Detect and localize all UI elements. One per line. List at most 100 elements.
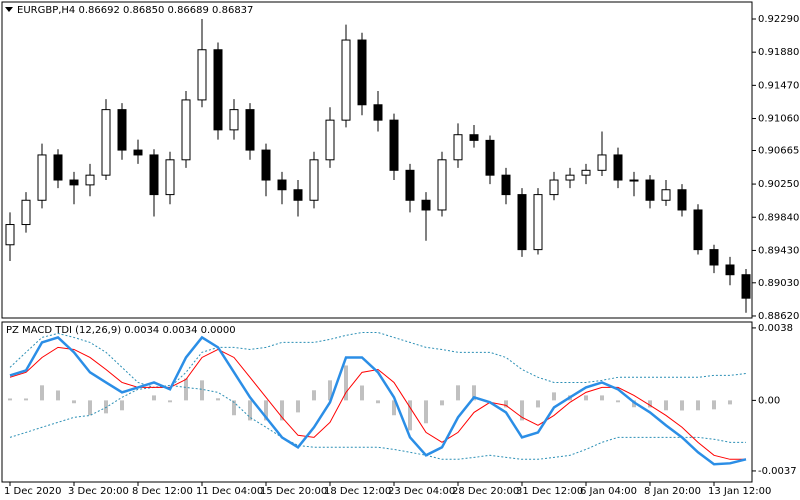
histogram-bar [440,400,444,406]
indicator-line [9,346,746,460]
x-tick-label: 11 Dec 04:00 [196,486,263,497]
menu-arrow[interactable] [5,7,13,12]
candle-body [597,154,607,171]
histogram-bar [216,398,220,401]
histogram-bar [344,365,348,401]
histogram-bar [88,400,92,416]
histogram-bar [712,400,716,410]
x-tick-label: 3 Dec 20:00 [68,486,129,497]
histogram-bar [680,400,684,411]
x-tick-label: 8 Dec 12:00 [132,486,193,497]
candle-body [293,189,303,201]
candle-body [165,159,175,196]
band-line [9,384,746,460]
indicator-title: PZ MACD TDI (12,26,9) 0.0034 0.0034 0.00… [6,325,236,336]
candle-body [389,119,399,171]
histogram-bar [200,380,204,401]
candle-body [245,109,255,151]
histogram-bar [184,378,188,401]
candle-body [645,179,655,201]
candle-body [357,39,367,106]
x-tick-label: 1 Dec 2020 [4,486,62,497]
x-tick-label: 15 Dec 20:00 [260,486,327,497]
candle-body [693,209,703,251]
candle-body [101,109,111,176]
histogram-bar [728,400,732,405]
band-line [9,331,747,388]
candle-body [661,189,671,201]
candle-body [53,154,63,181]
candle-body [197,49,207,101]
histogram-bar [632,400,636,408]
candle-body [485,139,495,176]
indicator-line [9,335,747,466]
histogram-bar [168,400,172,403]
histogram-bar [552,392,556,401]
histogram-bar [424,400,428,424]
histogram-bar [600,395,604,401]
candle-body [501,174,511,196]
histogram-bar [456,385,460,401]
x-tick-label: 23 Dec 04:00 [388,486,455,497]
histogram-bar [696,400,700,411]
candle-body [117,109,127,151]
histogram-bar [664,400,668,411]
candle-body [5,224,15,246]
candle-body [549,179,559,196]
histogram-bar [584,395,588,401]
histogram-bar [120,400,124,411]
candle-body [21,199,31,226]
candle-body [133,149,143,156]
candle-body [453,134,463,161]
histogram-bar [40,385,44,401]
candle-body [613,154,623,181]
candle-body [373,104,383,121]
histogram-bar [504,400,508,408]
histogram-bar [8,398,12,401]
price-title: EURGBP,H4 0.86692 0.86850 0.86689 0.8683… [17,5,253,16]
histogram-bar [296,400,300,413]
y-tick-label: 0.91470 [758,80,799,91]
y-tick-label: 0.91880 [758,47,799,58]
histogram-bar [152,395,156,401]
candle-body [213,49,223,131]
candle-body [469,134,479,141]
candle-body [405,169,415,201]
x-tick-label: 18 Dec 12:00 [324,486,391,497]
y-tick-label: 0.00 [758,395,780,406]
histogram-bar [264,400,268,421]
x-tick-label: 31 Dec 12:00 [516,486,583,497]
y-tick-label: 0.89840 [758,212,799,223]
y-tick-label: 0.90665 [758,145,799,156]
candle-body [565,174,575,181]
y-tick-label: 0.90250 [758,179,799,190]
histogram-bar [328,380,332,401]
candle-body [421,199,431,211]
price-pane [1,1,753,319]
histogram-bar [376,400,380,404]
x-tick-label: 13 Jan 12:00 [708,486,771,497]
candle-body [741,274,751,299]
histogram-bar [24,398,28,401]
histogram-bar [72,400,76,404]
y-tick-label: 0.91060 [758,114,799,125]
y-tick-label: 0.88620 [758,311,799,322]
candle-body [341,39,351,121]
x-tick-label: 6 Jan 04:00 [580,486,637,497]
candle-body [309,159,319,201]
candle-body [533,194,543,251]
x-tick-label: 28 Dec 20:00 [452,486,519,497]
candle-body [517,194,527,251]
histogram-bar [408,400,412,431]
candle-body [581,169,591,176]
indicator-pane [1,321,753,483]
histogram-bar [536,400,540,408]
y-tick-label: 0.89030 [758,278,799,289]
y-tick-label: -0.0037 [758,466,797,477]
candle-body [629,179,639,182]
candle-body [69,179,79,186]
candle-body [725,264,735,276]
x-tick-label: 8 Jan 20:00 [644,486,701,497]
histogram-bar [648,400,652,408]
